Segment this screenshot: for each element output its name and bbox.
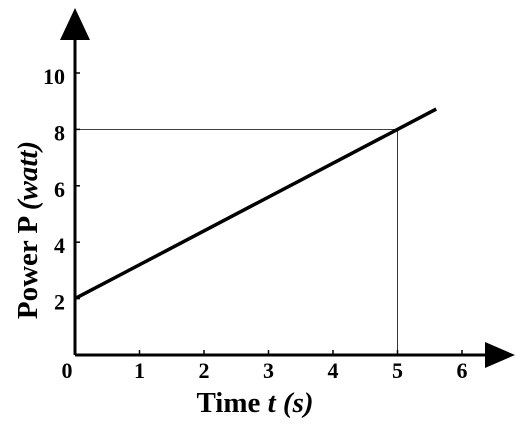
x-tick-label: 6 xyxy=(457,358,468,383)
y-tick-label: 6 xyxy=(54,177,65,202)
y-tick-label: 8 xyxy=(54,120,65,145)
y-label-unit: (watt) xyxy=(12,141,44,210)
x-tick-label: 4 xyxy=(328,358,339,383)
y-axis-label: Power P (watt) xyxy=(12,141,44,319)
x-label-symbol: t xyxy=(268,387,277,419)
x-axis-label: Time t (s) xyxy=(196,387,313,419)
y-tick-label: 4 xyxy=(54,233,65,258)
x-tick-label: 2 xyxy=(199,358,210,383)
data-line xyxy=(74,107,438,301)
y-axis-arrow xyxy=(60,8,90,40)
x-axis-arrow xyxy=(485,342,515,368)
y-tick-label: 2 xyxy=(54,290,65,315)
y-tick-label: 10 xyxy=(43,64,65,89)
y-label-word: Power P xyxy=(12,217,44,320)
x-tick-label: 1 xyxy=(134,358,145,383)
x-tick-label: 3 xyxy=(263,358,274,383)
x-label-word: Time xyxy=(196,387,260,419)
x-label-unit: (s) xyxy=(283,387,314,419)
x-tick-label: 0 xyxy=(62,358,73,383)
x-tick-label: 5 xyxy=(392,358,403,383)
